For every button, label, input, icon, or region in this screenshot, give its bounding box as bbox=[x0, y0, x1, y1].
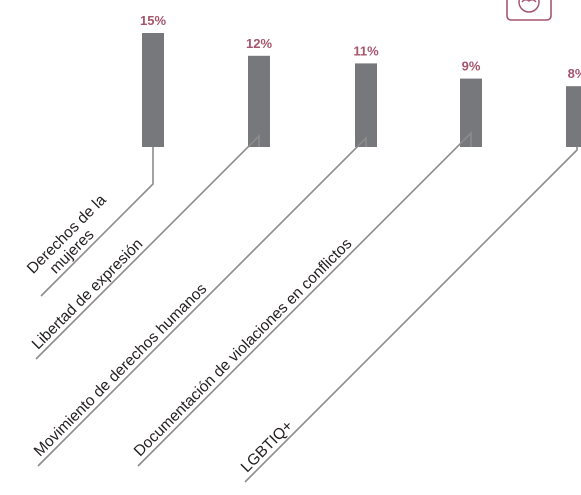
bar bbox=[566, 86, 581, 147]
value-label: 15% bbox=[140, 13, 166, 28]
leader-line bbox=[37, 136, 367, 467]
category-label: LGBTIQ+ bbox=[238, 417, 297, 476]
value-label: 8% bbox=[568, 66, 581, 81]
leader-line bbox=[40, 147, 154, 297]
leader-line bbox=[244, 147, 578, 483]
bar bbox=[142, 33, 164, 147]
bar bbox=[248, 55, 270, 147]
leader-line bbox=[35, 134, 260, 360]
leader-line bbox=[137, 131, 472, 467]
hands-circle-icon bbox=[506, 0, 552, 21]
category-label-line: Movimiento de derechos humanos bbox=[31, 280, 211, 460]
value-label: 9% bbox=[462, 59, 481, 74]
value-label: 12% bbox=[246, 36, 272, 51]
category-label-line: Documentación de violaciones en conflict… bbox=[131, 235, 356, 460]
bar bbox=[460, 78, 482, 147]
category-label: Documentación de violaciones en conflict… bbox=[131, 235, 356, 460]
bar bbox=[355, 63, 377, 147]
category-label: Movimiento de derechos humanos bbox=[31, 280, 211, 460]
value-label: 11% bbox=[353, 43, 379, 58]
category-label-line: LGBTIQ+ bbox=[238, 417, 297, 476]
